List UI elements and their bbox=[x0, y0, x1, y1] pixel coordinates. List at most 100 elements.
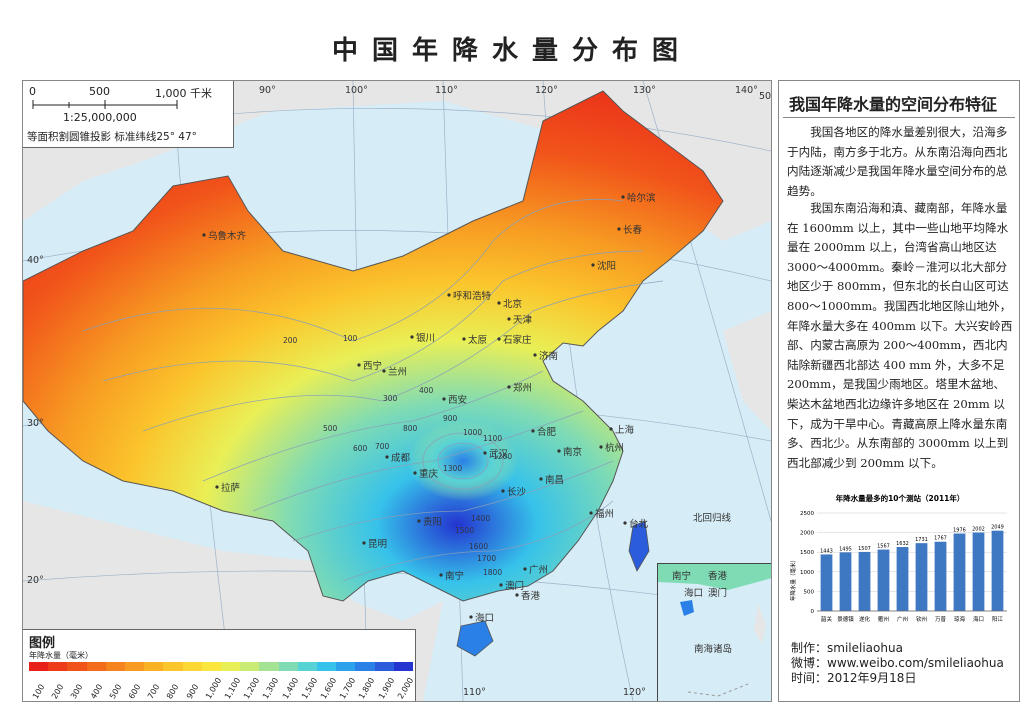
legend-swatch bbox=[317, 662, 337, 671]
place-marker bbox=[591, 263, 595, 267]
inset-philippines bbox=[754, 604, 766, 644]
inset-label-nanning: 南宁 bbox=[672, 570, 691, 582]
isohyet-value: 800 bbox=[403, 424, 418, 433]
place-label: 香港 bbox=[521, 590, 541, 602]
longitude-label: 100° bbox=[345, 85, 368, 96]
isohyet-value: 700 bbox=[375, 442, 390, 451]
legend-tick-label: 1,000 bbox=[203, 676, 224, 701]
scale-tick-0: 0 bbox=[29, 85, 36, 98]
place-marker bbox=[417, 519, 421, 523]
place-marker bbox=[533, 353, 537, 357]
chart-bar bbox=[915, 543, 928, 611]
place-label: 南宁 bbox=[445, 570, 464, 582]
place-marker bbox=[515, 593, 519, 597]
legend-swatch bbox=[125, 662, 145, 671]
isohyet-value: 1400 bbox=[471, 514, 490, 523]
chart-bar bbox=[858, 551, 871, 611]
place-label: 昆明 bbox=[368, 539, 387, 550]
scale-tick-1000: 1,000 千米 bbox=[155, 87, 212, 100]
precipitation-map[interactable]: 90° 100° 110° 120° 130° 140° 110° 120° 50° 40° 30°… bbox=[22, 80, 772, 702]
panel-paragraph-2: 我国东南沿海和滇、藏南部，年降水量在 1600mm 以上，其中一些山地平均降水量… bbox=[787, 201, 1013, 470]
legend-tick-label: 900 bbox=[184, 682, 201, 701]
legend-swatch bbox=[48, 662, 68, 671]
isohyet-value: 1300 bbox=[443, 464, 462, 473]
inset-label-nanhai: 南海诸岛 bbox=[694, 643, 732, 655]
chart-ylabel: 年降水量（毫米） bbox=[789, 557, 797, 601]
place-marker bbox=[447, 293, 451, 297]
place-marker bbox=[507, 385, 511, 389]
place-label: 拉萨 bbox=[221, 482, 241, 494]
place-label: 澳门 bbox=[505, 580, 524, 592]
chart-bar bbox=[953, 533, 966, 611]
chart-value-label: 1567 bbox=[877, 544, 890, 550]
place-label: 贵阳 bbox=[423, 516, 442, 528]
chart-bar bbox=[991, 530, 1004, 611]
legend-tick-label: 1,800 bbox=[357, 676, 377, 701]
chart-ytick-label: 1500 bbox=[800, 550, 814, 556]
panel-divider bbox=[783, 117, 1015, 118]
longitude-label: 110° bbox=[463, 687, 486, 698]
info-panel: 我国年降水量的空间分布特征 我国各地区的降水量差别很大，沿海多于内陆，南方多于北… bbox=[778, 80, 1020, 702]
legend-swatch bbox=[182, 662, 202, 671]
credit-date: 时间：2012年9月18日 bbox=[791, 671, 917, 685]
place-marker bbox=[617, 227, 621, 231]
inset-boundary bbox=[687, 683, 749, 697]
place-marker bbox=[202, 233, 206, 237]
legend-swatch bbox=[393, 662, 414, 671]
longitude-label: 120° bbox=[623, 687, 646, 698]
longitude-label: 140° bbox=[735, 85, 758, 96]
inset-label-hongkong: 香港 bbox=[708, 570, 728, 582]
isohyets bbox=[82, 198, 664, 582]
place-label: 西安 bbox=[448, 394, 467, 406]
longitude-label: 120° bbox=[535, 85, 558, 96]
chart-value-label: 2002 bbox=[972, 527, 985, 533]
place-marker bbox=[621, 195, 625, 199]
chart-value-label: 1731 bbox=[915, 537, 928, 543]
place-label: 石家庄 bbox=[503, 334, 532, 346]
latitude-label: 20° bbox=[27, 575, 44, 586]
place-label: 福州 bbox=[595, 508, 614, 520]
isohyet-value: 1600 bbox=[469, 542, 488, 551]
place-marker bbox=[469, 615, 473, 619]
chart-value-label: 1495 bbox=[839, 546, 852, 552]
chart-category-label: 韶关 bbox=[821, 615, 833, 623]
chart-category-label: 广州 bbox=[897, 615, 908, 623]
chart-value-label: 1632 bbox=[896, 541, 909, 547]
scale-tick-500: 500 bbox=[89, 85, 110, 98]
isohyet-value: 1200 bbox=[493, 452, 512, 461]
place-marker bbox=[497, 337, 501, 341]
legend-tick-label: 1,400 bbox=[280, 676, 300, 701]
legend-swatch bbox=[29, 662, 49, 671]
place-label: 成都 bbox=[391, 452, 411, 464]
legend: 图例 年降水量（毫米） 100 200 300 400 500 600 700 800 900 1… bbox=[23, 629, 416, 701]
legend-tick-label: 1,500 bbox=[299, 676, 320, 701]
chart-bar bbox=[934, 541, 947, 611]
hainan bbox=[456, 620, 494, 657]
latitude-label: 30° bbox=[27, 418, 44, 429]
legend-tick-label: 600 bbox=[127, 682, 143, 701]
place-label: 北回归线 bbox=[693, 512, 732, 524]
inset-hainan bbox=[680, 600, 694, 616]
legend-tick-label: 1,100 bbox=[223, 676, 243, 701]
legend-tick-label: 400 bbox=[88, 682, 105, 701]
legend-tick-label: 1,300 bbox=[261, 676, 281, 701]
legend-swatch bbox=[278, 662, 298, 671]
place-label: 济南 bbox=[539, 350, 558, 362]
place-marker bbox=[507, 317, 511, 321]
credit-weibo[interactable]: 微博：www.weibo.com/smileliaohua bbox=[791, 656, 1004, 670]
place-label: 重庆 bbox=[419, 468, 439, 480]
place-marker bbox=[382, 369, 386, 373]
chart-bar bbox=[839, 552, 852, 611]
latitude-label: 50° bbox=[759, 91, 771, 102]
credits: 制作：smileliaohua 微博：www.weibo.com/smileli… bbox=[791, 641, 1004, 686]
legend-tick-label: 1,700 bbox=[338, 676, 358, 701]
isohyet-value: 500 bbox=[323, 424, 338, 433]
legend-swatch bbox=[297, 662, 318, 671]
legend-swatch bbox=[336, 662, 356, 671]
south-china-sea-inset[interactable]: 南宁 香港 海口 澳门 南海诸岛 bbox=[657, 563, 771, 701]
place-label: 呼和浩特 bbox=[453, 290, 492, 302]
place-label: 乌鲁木齐 bbox=[208, 230, 247, 242]
chart-category-label: 衢州 bbox=[878, 615, 889, 623]
latitude-label: 40° bbox=[27, 255, 44, 266]
